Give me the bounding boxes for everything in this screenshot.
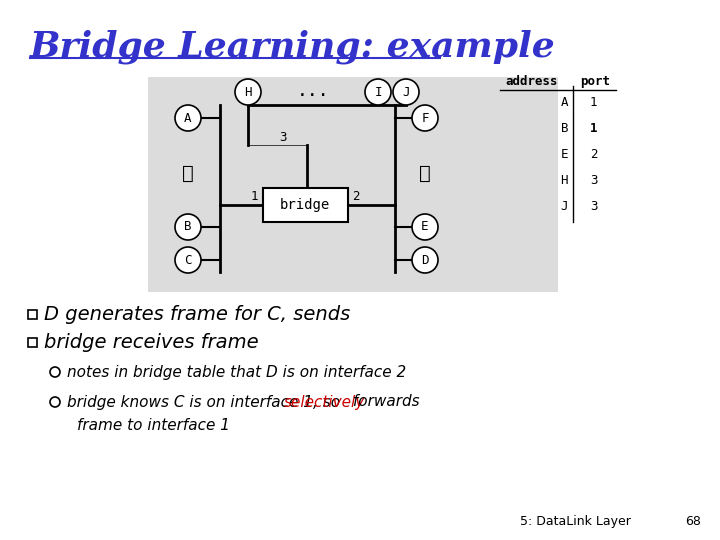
Text: bridge: bridge (280, 198, 330, 212)
Circle shape (175, 247, 201, 273)
Circle shape (235, 79, 261, 105)
Text: J: J (560, 200, 568, 213)
Text: A: A (184, 111, 192, 125)
Text: ...: ... (297, 82, 329, 100)
Text: ⋮: ⋮ (182, 164, 194, 183)
Circle shape (365, 79, 391, 105)
Text: B: B (184, 220, 192, 233)
Text: frame to interface 1: frame to interface 1 (77, 417, 230, 433)
Text: 3: 3 (279, 131, 287, 144)
Text: 2: 2 (590, 148, 598, 161)
Circle shape (393, 79, 419, 105)
Text: D: D (421, 253, 428, 267)
Text: 68: 68 (685, 515, 701, 528)
Text: E: E (421, 220, 428, 233)
Bar (28, 310, 37, 319)
Text: address: address (505, 75, 557, 88)
FancyBboxPatch shape (148, 77, 558, 292)
Text: 3: 3 (590, 200, 598, 213)
Text: H: H (560, 174, 568, 187)
Text: 3: 3 (590, 174, 598, 187)
Text: 2: 2 (352, 190, 360, 203)
Circle shape (412, 214, 438, 240)
Text: C: C (184, 253, 192, 267)
Text: J: J (402, 85, 410, 98)
Circle shape (175, 105, 201, 131)
Circle shape (412, 247, 438, 273)
Text: ⋮: ⋮ (419, 164, 431, 183)
Text: selectively: selectively (284, 395, 365, 409)
Text: Bridge Learning: example: Bridge Learning: example (30, 30, 556, 64)
Text: 1: 1 (251, 190, 258, 203)
Text: D generates frame for C, sends: D generates frame for C, sends (44, 306, 350, 325)
Text: forwards: forwards (348, 395, 420, 409)
Text: E: E (560, 148, 568, 161)
Text: 1: 1 (590, 122, 598, 135)
Text: B: B (560, 122, 568, 135)
Circle shape (175, 214, 201, 240)
Text: 5: DataLink Layer: 5: DataLink Layer (520, 515, 631, 528)
Text: F: F (421, 111, 428, 125)
Text: H: H (244, 85, 252, 98)
Text: bridge knows C is on interface 1, so: bridge knows C is on interface 1, so (67, 395, 345, 409)
Text: notes in bridge table that D is on interface 2: notes in bridge table that D is on inter… (67, 364, 406, 380)
Circle shape (412, 105, 438, 131)
Text: bridge receives frame: bridge receives frame (44, 334, 258, 353)
Bar (28, 338, 37, 347)
Text: 1: 1 (590, 96, 598, 109)
Text: I: I (374, 85, 382, 98)
Text: A: A (560, 96, 568, 109)
FancyBboxPatch shape (263, 188, 348, 222)
Text: port: port (580, 75, 610, 88)
